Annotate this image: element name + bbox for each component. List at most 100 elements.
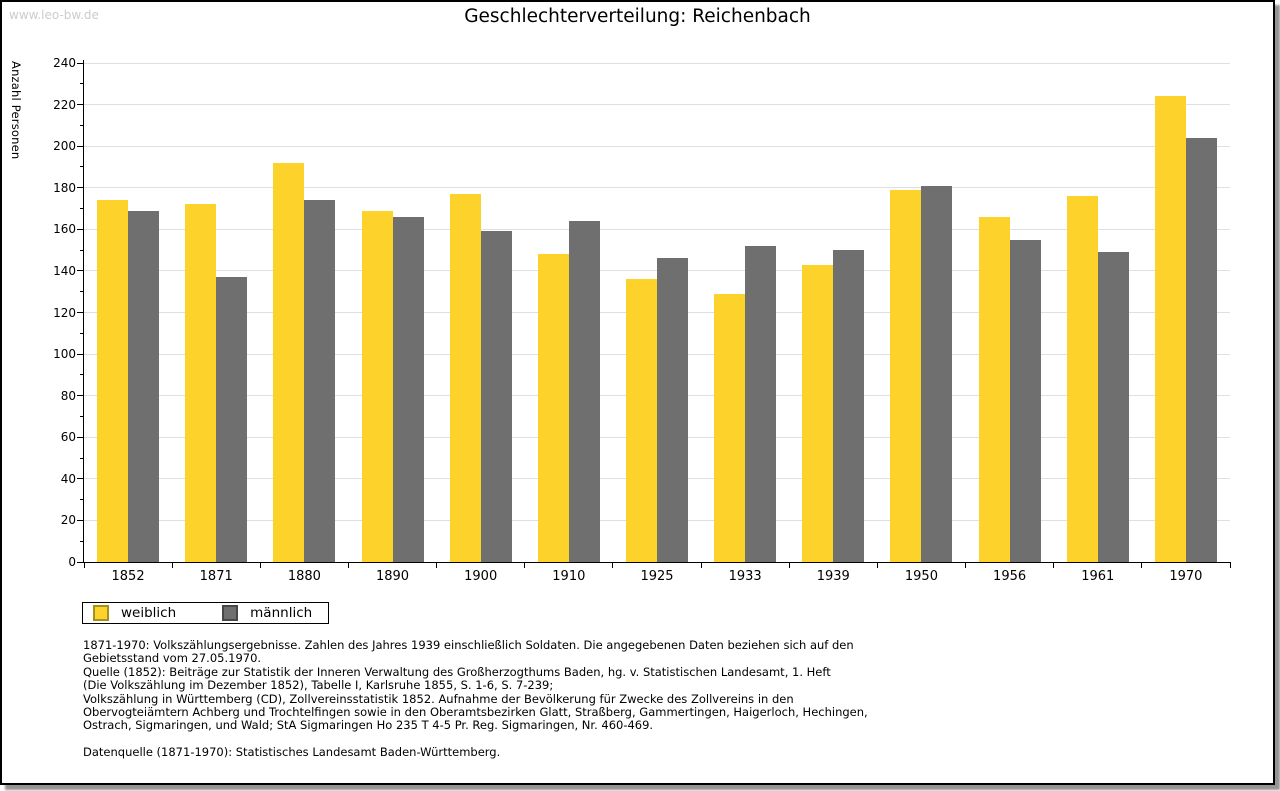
x-tick-12 — [1141, 562, 1143, 568]
x-category-label-1925: 1925 — [640, 569, 674, 584]
source-notes: 1871-1970: Volkszählungsergebnisse. Zahl… — [83, 638, 1183, 759]
x-category-label-1956: 1956 — [993, 569, 1027, 584]
bar-weiblich-1852 — [97, 200, 129, 562]
y-tick-130 — [80, 291, 84, 293]
note-line: Gebietsstand vom 27.05.1970. — [83, 651, 262, 666]
y-tick-170 — [80, 208, 84, 210]
x-tick-13 — [1229, 562, 1231, 568]
x-category-label-1961: 1961 — [1081, 569, 1115, 584]
bar-männlich-1900 — [480, 231, 512, 562]
bar-männlich-1880 — [304, 200, 336, 562]
y-tick-140 — [77, 270, 84, 272]
legend-swatch-weiblich — [93, 605, 109, 621]
gridline-200 — [84, 145, 1230, 147]
y-tick-label-220: 220 — [53, 97, 76, 112]
gridline-180 — [84, 187, 1230, 189]
y-tick-80 — [77, 395, 84, 397]
y-tick-label-140: 140 — [53, 263, 76, 278]
bar-männlich-1950 — [921, 185, 953, 562]
bar-weiblich-1939 — [802, 264, 834, 562]
gridline-160 — [84, 228, 1230, 230]
bar-männlich-1890 — [392, 216, 424, 562]
gridline-220 — [84, 104, 1230, 106]
y-tick-220 — [77, 104, 84, 106]
y-tick-210 — [80, 124, 84, 126]
y-tick-label-0: 0 — [68, 555, 76, 569]
watermark: www.leo-bw.de — [9, 8, 99, 22]
y-tick-200 — [77, 145, 84, 147]
y-tick-label-80: 80 — [60, 388, 76, 403]
bar-männlich-1852 — [128, 210, 160, 562]
note-line: 1871-1970: Volkszählungsergebnisse. Zahl… — [83, 638, 854, 652]
legend-label-maennlich: männlich — [250, 605, 313, 621]
y-tick-30 — [80, 499, 84, 501]
bar-weiblich-1933 — [714, 293, 746, 562]
y-tick-180 — [77, 187, 84, 189]
bar-männlich-1970 — [1185, 137, 1217, 562]
bar-weiblich-1925 — [626, 279, 657, 562]
x-tick-0 — [83, 562, 85, 568]
x-tick-3 — [347, 562, 349, 568]
y-tick-40 — [77, 478, 84, 480]
x-category-label-1910: 1910 — [552, 569, 586, 584]
y-tick-label-60: 60 — [60, 430, 76, 445]
bar-männlich-1939 — [833, 250, 865, 562]
legend-swatch-maennlich — [222, 605, 239, 621]
x-tick-5 — [524, 562, 526, 568]
x-category-label-1880: 1880 — [287, 569, 321, 584]
bar-weiblich-1890 — [361, 210, 393, 562]
bar-weiblich-1956 — [978, 216, 1010, 562]
x-tick-4 — [436, 562, 438, 568]
bar-weiblich-1900 — [449, 193, 481, 562]
x-category-label-1852: 1852 — [111, 569, 145, 584]
bar-männlich-1956 — [1009, 239, 1041, 562]
y-tick-60 — [77, 436, 84, 438]
x-tick-11 — [1053, 562, 1055, 568]
x-category-label-1900: 1900 — [464, 569, 498, 584]
x-tick-9 — [876, 562, 878, 568]
bar-weiblich-1880 — [273, 162, 305, 562]
x-tick-7 — [700, 562, 702, 568]
x-tick-10 — [965, 562, 967, 568]
bar-männlich-1871 — [216, 277, 248, 562]
x-category-label-1890: 1890 — [375, 569, 410, 584]
y-tick-150 — [80, 249, 84, 251]
legend: weiblich männlich — [82, 602, 330, 624]
y-tick-110 — [80, 332, 84, 334]
note-line: (Die Volkszählung im Dezember 1852), Tab… — [83, 678, 554, 693]
note-line: Volkszählung in Württemberg (CD), Zollve… — [83, 691, 794, 706]
x-category-label-1933: 1933 — [728, 569, 762, 584]
note-line: Quelle (1852): Beiträge zur Statistik de… — [83, 664, 831, 679]
y-tick-240 — [77, 62, 84, 64]
y-axis-title: Anzahl Personen — [9, 61, 23, 160]
datasource-line: Datenquelle (1871-1970): Statistisches L… — [83, 744, 501, 759]
bar-männlich-1933 — [745, 245, 777, 562]
x-tick-1 — [171, 562, 173, 568]
gridline-240 — [84, 62, 1230, 64]
y-tick-50 — [80, 457, 84, 459]
y-tick-100 — [77, 353, 84, 355]
x-tick-6 — [612, 562, 614, 568]
y-tick-label-160: 160 — [53, 222, 76, 237]
y-tick-label-180: 180 — [53, 180, 76, 195]
y-tick-90 — [80, 374, 84, 376]
x-category-label-1950: 1950 — [904, 569, 938, 584]
x-tick-8 — [788, 562, 790, 568]
x-category-label-1871: 1871 — [199, 569, 233, 584]
bar-weiblich-1950 — [890, 189, 922, 562]
y-tick-0 — [77, 561, 84, 563]
bar-weiblich-1871 — [185, 204, 217, 562]
y-tick-label-120: 120 — [53, 305, 76, 320]
bar-männlich-1961 — [1097, 252, 1129, 562]
y-tick-70 — [80, 415, 84, 417]
note-line: Ostrach, Sigmaringen, und Wald; StA Sigm… — [83, 718, 654, 733]
y-tick-20 — [77, 519, 84, 521]
y-tick-190 — [80, 166, 84, 168]
bar-weiblich-1970 — [1154, 96, 1186, 562]
x-tick-2 — [259, 562, 261, 568]
bar-männlich-1910 — [568, 221, 600, 562]
y-tick-label-240: 240 — [53, 56, 76, 70]
y-tick-120 — [77, 312, 84, 313]
y-tick-label-20: 20 — [60, 513, 76, 528]
